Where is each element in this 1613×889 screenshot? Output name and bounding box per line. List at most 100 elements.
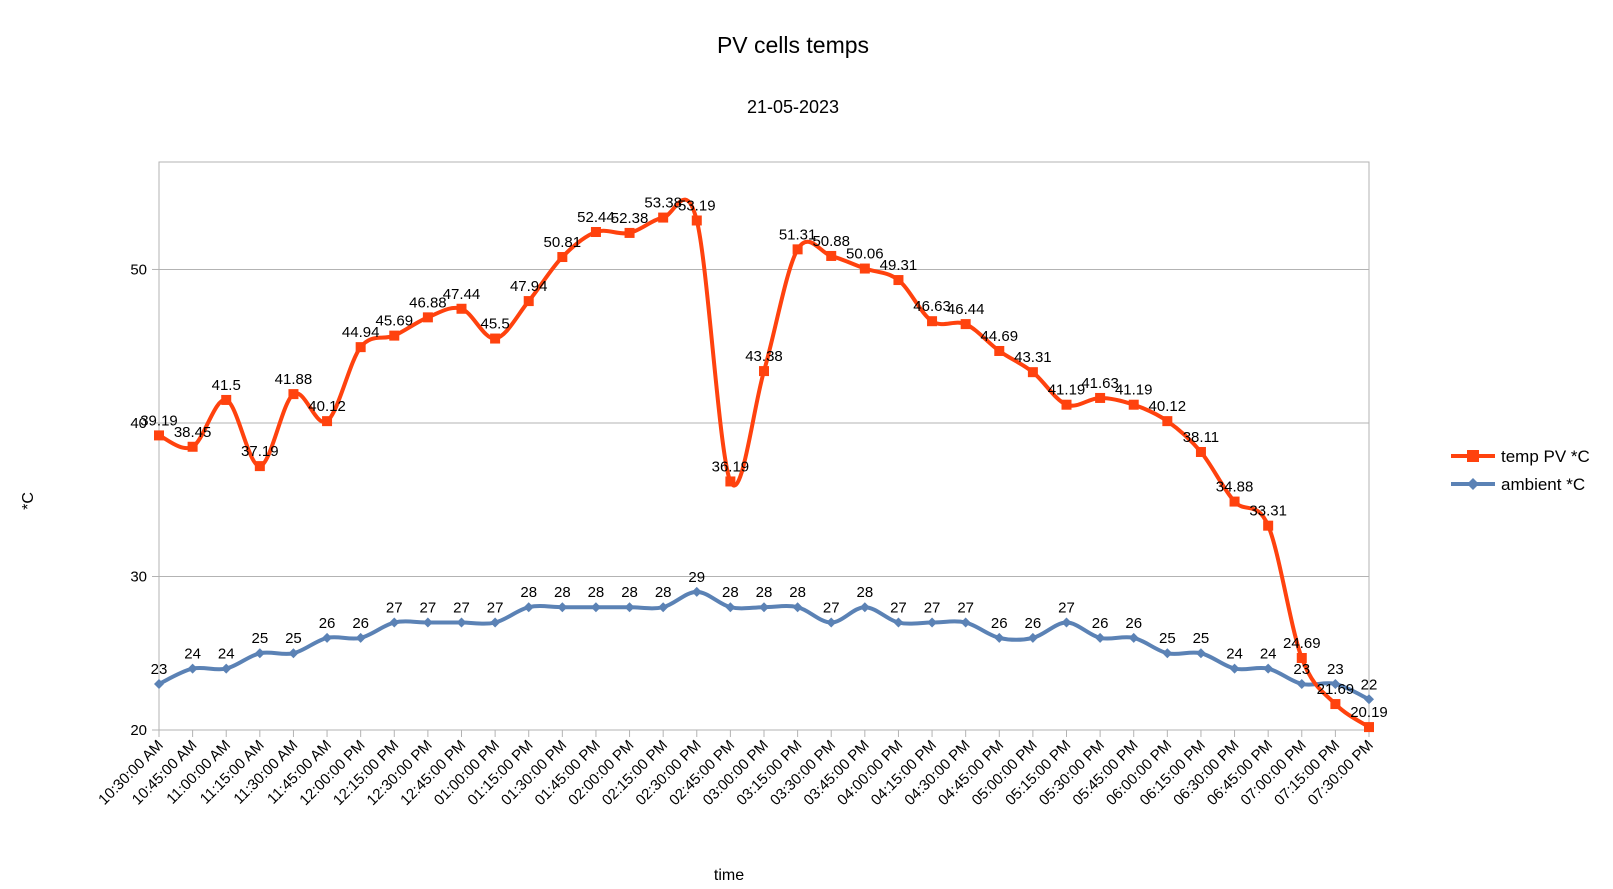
temp-pv-marker [624, 227, 635, 238]
temp-pv-data-label: 47.44 [443, 286, 481, 303]
temp-pv-marker [1229, 496, 1240, 507]
ambient-marker [826, 617, 837, 628]
temp-pv-marker [1128, 399, 1139, 410]
temp-pv-marker [1364, 722, 1374, 733]
ambient-data-label: 24 [184, 646, 201, 663]
ambient-data-label: 26 [319, 615, 336, 632]
ambient-marker [1296, 678, 1307, 689]
temp-pv-marker [523, 296, 534, 307]
temp-pv-marker [792, 244, 803, 255]
ambient-data-label: 26 [1092, 615, 1109, 632]
temp-pv-marker [221, 394, 232, 405]
temp-pv-marker [490, 333, 501, 344]
data-labels: 23 24 24 25 25 26 26 27 27 27 27 28 28 28 28 28 29 28 28 28… [140, 195, 1388, 722]
ambient-data-label: 24 [1226, 646, 1243, 663]
ambient-marker [590, 602, 601, 613]
temp-pv-data-label: 39.19 [140, 412, 178, 429]
temp-pv-data-label: 33.31 [1249, 503, 1287, 520]
ambient-data-label: 27 [386, 600, 403, 617]
temp-pv-marker [1027, 367, 1038, 378]
temp-pv-marker [658, 212, 669, 223]
ambient-marker [759, 602, 769, 613]
ambient-marker [994, 632, 1005, 643]
temp-pv-marker [859, 263, 870, 274]
ambient-marker [288, 648, 299, 659]
ambient-data-label: 28 [856, 584, 873, 601]
ambient-data-label: 22 [1361, 676, 1378, 693]
ambient-marker [927, 617, 938, 628]
ambient-marker [1061, 617, 1072, 628]
temp-pv-marker [1263, 520, 1274, 531]
temp-pv-data-label: 41.5 [212, 377, 241, 394]
temp-pv-data-label: 40.12 [308, 398, 346, 415]
temp-pv-data-label: 46.63 [913, 298, 951, 315]
legend-label: ambient *C [1501, 475, 1585, 494]
temp-pv-marker [187, 441, 198, 452]
ambient-data-label: 26 [1125, 615, 1142, 632]
temp-pv-marker [154, 430, 164, 441]
temp-pv-data-label: 49.31 [880, 257, 918, 274]
ambient-data-label: 25 [1193, 630, 1210, 647]
ambient-marker [422, 617, 433, 628]
temp-pv-marker [557, 252, 568, 263]
temp-pv-marker [893, 275, 904, 286]
ambient-marker [1263, 663, 1274, 674]
temp-pv-data-label: 46.88 [409, 294, 447, 311]
legend: temp PV *C ambient *C [1451, 447, 1590, 494]
temp-pv-data-label: 41.88 [275, 371, 313, 388]
ambient-data-label: 26 [1025, 615, 1042, 632]
ambient-marker [893, 617, 904, 628]
temp-pv-marker [1330, 699, 1341, 710]
ambient-data-label: 24 [1260, 646, 1277, 663]
temp-pv-data-label: 52.44 [577, 209, 615, 226]
temp-pv-marker [389, 330, 400, 341]
ambient-data-label: 29 [688, 569, 705, 586]
legend-diamond-marker-icon [1467, 478, 1479, 490]
y-tick-label: 30 [130, 568, 147, 585]
temp-pv-marker [826, 250, 837, 261]
chart-title: PV cells temps [717, 32, 869, 58]
ambient-marker [456, 617, 467, 628]
y-axis-title: *C [20, 492, 37, 510]
ambient-data-label: 28 [756, 584, 773, 601]
temp-pv-data-label: 50.81 [544, 234, 582, 251]
temp-pv-data-label: 41.19 [1115, 382, 1153, 399]
temp-pv-data-label: 47.94 [510, 278, 548, 295]
legend-item-temp-pv: temp PV *C [1451, 447, 1590, 466]
ambient-marker [725, 602, 736, 613]
temp-pv-data-label: 40.12 [1149, 398, 1187, 415]
temp-pv-data-label: 43.38 [745, 348, 783, 365]
ambient-data-label: 28 [789, 584, 806, 601]
ambient-data-label: 25 [285, 630, 302, 647]
ambient-marker [1162, 648, 1173, 659]
ambient-marker [624, 602, 635, 613]
ambient-data-label: 27 [890, 600, 907, 617]
ambient-data-label: 24 [218, 646, 235, 663]
temp-pv-data-label: 45.5 [481, 316, 510, 333]
temp-pv-marker [1061, 399, 1072, 410]
temp-pv-marker [1095, 392, 1106, 403]
ambient-marker [1229, 663, 1240, 674]
temp-pv-marker [422, 312, 433, 323]
ambient-data-label: 26 [352, 615, 369, 632]
temp-pv-data-label: 44.94 [342, 324, 380, 341]
ambient-data-label: 26 [991, 615, 1008, 632]
ambient-marker [355, 632, 366, 643]
temp-pv-data-label: 53.38 [644, 195, 682, 212]
ambient-data-label: 28 [722, 584, 739, 601]
series-group [154, 197, 1374, 733]
temp-pv-marker [1162, 416, 1173, 427]
ambient-marker [389, 617, 400, 628]
y-tick-label: 20 [130, 722, 147, 739]
ambient-data-label: 27 [823, 600, 840, 617]
ambient-data-label: 27 [487, 600, 504, 617]
ambient-marker [1027, 632, 1038, 643]
ambient-marker [523, 602, 534, 613]
y-tick-label: 40 [130, 415, 147, 432]
ambient-marker [322, 632, 333, 643]
ambient-marker [1364, 694, 1374, 705]
temp-pv-data-label: 21.69 [1317, 681, 1355, 698]
temp-pv-marker [994, 345, 1005, 356]
